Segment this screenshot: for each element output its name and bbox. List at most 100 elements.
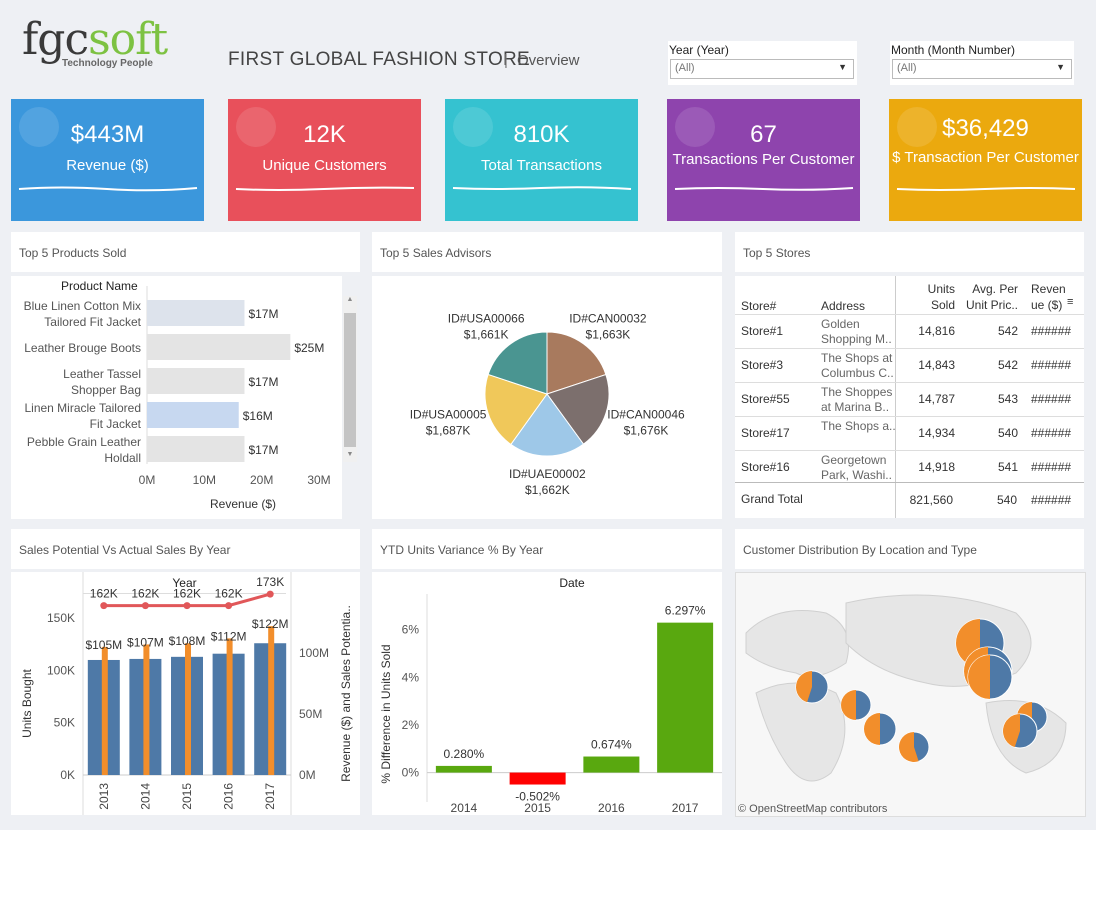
- product-name-line: Linen Miracle Tailored: [24, 401, 141, 415]
- month-filter-label: Month (Month Number): [891, 43, 1016, 57]
- map-customer-markers: [795, 618, 1048, 763]
- ytd-y-tick: 2%: [402, 718, 420, 732]
- sort-icon[interactable]: ≡: [1067, 296, 1074, 308]
- panel-title-advisors: Top 5 Sales Advisors: [372, 232, 722, 272]
- store-units: 14,816: [918, 324, 955, 338]
- ytd-panel: Date 0% 2% 4% 6% 0.280% 2014 -0.502% 2015 0.674%…: [372, 572, 722, 815]
- logo-text-b: soft: [88, 14, 168, 65]
- stores-header-units-b: Sold: [930, 298, 955, 312]
- sparkline-decoration: [18, 186, 198, 192]
- kpi-revenue[interactable]: $443M Revenue ($): [11, 99, 204, 221]
- table-row[interactable]: Store#1 Golden Shopping M.. 14,816 542 ######: [735, 314, 1084, 348]
- chat-icon: [19, 107, 59, 147]
- store-address-line2: Columbus C..: [821, 366, 894, 380]
- pie-slice-value: $1,661K: [464, 327, 509, 341]
- pie-slice: [484, 373, 548, 446]
- kpi-transactions-per-customer[interactable]: 67 Transactions Per Customer: [667, 99, 860, 221]
- combo-y-tick: 150K: [47, 611, 75, 625]
- title-separator: |: [504, 52, 508, 69]
- map-marker-segment: [796, 671, 812, 703]
- potential-panel: Year 0K 50K 100K 150K 0M 50M 100M $105M 2013 $107…: [11, 572, 360, 815]
- kpi-total-transactions[interactable]: 810K Total Transactions: [445, 99, 638, 221]
- panel-title-customers: Customer Distribution By Location and Ty…: [735, 529, 1084, 569]
- products-x-tick: 10M: [193, 473, 216, 487]
- kpi-transaction-value-per-customer[interactable]: $36,429 $ Transaction Per Customer: [889, 99, 1082, 221]
- combo-y-tick: 0K: [60, 768, 75, 782]
- month-select[interactable]: (All) ▼: [892, 59, 1072, 79]
- ytd-bar-value: 0.674%: [591, 738, 632, 752]
- combo-y-tick: 100K: [47, 663, 75, 677]
- stores-header-address: Address: [821, 299, 866, 313]
- ytd-y-tick: 4%: [402, 670, 420, 684]
- product-bar-value: $17M: [248, 307, 278, 321]
- potential-point: [141, 602, 149, 610]
- scroll-down-icon[interactable]: ▼: [346, 451, 354, 458]
- potential-header: Year: [83, 572, 286, 594]
- store-id: Store#3: [741, 358, 784, 372]
- chevron-down-icon: ▼: [838, 62, 847, 72]
- ytd-y-tick: 6%: [402, 623, 420, 637]
- table-row[interactable]: Store#55 The Shoppes at Marina B.. 14,787 54…: [735, 382, 1084, 416]
- combo-x-tick: 2017: [263, 783, 277, 810]
- store-avg-price: 542: [997, 324, 1018, 338]
- grand-total-revenue: ######: [1031, 493, 1072, 507]
- advisors-pie-chart: ID#CAN00032 $1,663K ID#CAN00046 $1,676K ID#U…: [410, 311, 685, 497]
- products-scrollbar[interactable]: ▲ ▼: [343, 296, 357, 462]
- globe-icon: [675, 107, 715, 147]
- year-select-value: (All): [675, 62, 695, 74]
- ytd-bar: [509, 772, 566, 785]
- combo-y-tick: 50K: [54, 716, 75, 730]
- product-name: Leather Tassel Shopper Bag: [11, 366, 141, 398]
- ytd-x-tick: 2016: [598, 801, 625, 815]
- table-row[interactable]: Store#17 The Shops a.. 14,934 540 ######: [735, 416, 1084, 450]
- potential-label: 162K: [215, 587, 243, 601]
- ytd-x-tick: 2015: [524, 801, 551, 815]
- store-address-line1: Golden: [821, 317, 860, 331]
- products-x-tick: 30M: [307, 473, 330, 487]
- store-revenue: ######: [1031, 460, 1072, 474]
- kpi-label: Revenue ($): [66, 157, 149, 174]
- map-marker-segment: [968, 655, 990, 699]
- customer-map[interactable]: © OpenStreetMap contributors: [735, 572, 1086, 817]
- ytd-bar: [435, 765, 492, 773]
- kpi-value: 810K: [513, 121, 570, 148]
- products-panel: Product Name Blue Linen Cotton Mix Tailor…: [11, 276, 342, 519]
- year-select[interactable]: (All) ▼: [670, 59, 854, 79]
- pie-slice-label: ID#UAE00002: [509, 467, 586, 481]
- users-icon: [897, 107, 937, 147]
- pie-slice-label: ID#CAN00046: [607, 407, 685, 421]
- product-bar: [147, 334, 291, 360]
- sparkline-decoration: [896, 187, 1076, 191]
- table-row[interactable]: Store#16 Georgetown Park, Washi.. 14,918 541…: [735, 450, 1084, 484]
- pie-slice-value: $1,663K: [586, 327, 631, 341]
- month-filter: Month (Month Number) (All) ▼: [890, 41, 1074, 85]
- kpi-unique-customers[interactable]: 12K Unique Customers: [228, 99, 421, 221]
- table-row[interactable]: Store#3 The Shops at Columbus C.. 14,843 542…: [735, 348, 1084, 382]
- cart-icon: [453, 107, 493, 147]
- scrollbar-thumb[interactable]: [344, 313, 356, 447]
- product-name: Leather Brouge Boots: [11, 340, 141, 356]
- sparkline-decoration: [452, 186, 632, 190]
- logo-tagline: Technology People: [62, 58, 153, 69]
- kpi-value: $443M: [70, 121, 145, 148]
- potential-point: [100, 602, 108, 610]
- map-land-europe: [745, 610, 849, 677]
- stores-header-units-a: Units: [927, 282, 955, 296]
- sparkline-decoration: [674, 187, 854, 191]
- revenue-label: $108M: [169, 634, 206, 648]
- product-bar-value: $16M: [243, 409, 273, 423]
- products-x-tick: 0M: [139, 473, 156, 487]
- product-name: Linen Miracle Tailored Fit Jacket: [11, 400, 141, 432]
- product-bar-value: $17M: [248, 443, 278, 457]
- potential-point: [266, 590, 274, 598]
- product-name-line: Shopper Bag: [70, 383, 141, 397]
- product-name-line: Pebble Grain Leather: [26, 435, 141, 449]
- product-bar: [147, 300, 245, 326]
- stores-header-avg-b: Unit Pric..: [965, 298, 1018, 312]
- scroll-up-icon[interactable]: ▲: [346, 296, 354, 303]
- product-bar-value: $25M: [294, 341, 324, 355]
- map-marker-segment: [899, 732, 919, 762]
- ytd-x-tick: 2017: [672, 801, 699, 815]
- store-address-line1: Georgetown: [821, 453, 887, 467]
- store-id: Store#1: [741, 324, 784, 338]
